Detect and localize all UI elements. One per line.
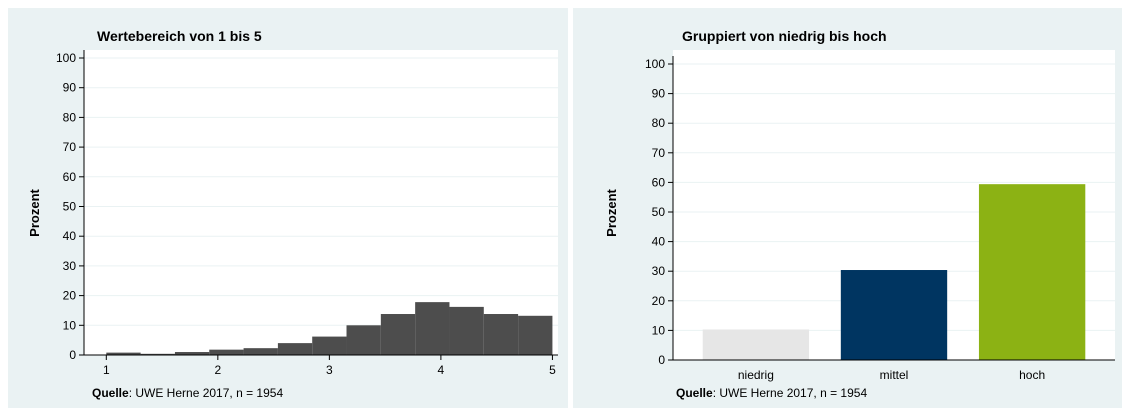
histogram-bar <box>209 349 244 355</box>
histogram-panel: Wertebereich von 1 bis 5 Prozent 0 10 20 30… <box>8 8 568 408</box>
y-axis-label: Prozent <box>27 188 42 236</box>
source-text: : UWE Herne 2017, n = 1954 <box>129 386 284 400</box>
y-tick-label: 0 <box>69 348 76 362</box>
y-tick-label: 80 <box>63 110 77 124</box>
y-tick-label: 70 <box>652 146 666 160</box>
source-label: Quelle <box>92 386 129 400</box>
y-tick-label: 10 <box>652 323 666 337</box>
y-tick-label: 40 <box>63 229 77 243</box>
histogram-bar <box>518 315 553 355</box>
y-tick-label: 20 <box>652 294 666 308</box>
x-tick-label: niedrig <box>738 368 774 382</box>
source-label: Quelle <box>676 386 713 400</box>
source-text: : UWE Herne 2017, n = 1954 <box>713 386 868 400</box>
y-tick-label: 30 <box>652 264 666 278</box>
y-tick-label: 90 <box>652 87 666 101</box>
bar-hoch <box>978 184 1086 360</box>
histogram-bar <box>140 353 175 355</box>
chart-title: Gruppiert von niedrig bis hoch <box>682 28 887 44</box>
plot-area <box>84 50 558 355</box>
x-tick-label: 3 <box>326 363 333 377</box>
y-tick-label: 10 <box>63 318 77 332</box>
y-tick-label: 50 <box>63 200 77 214</box>
x-tick-label: mittel <box>880 368 909 382</box>
source-note: Quelle: UWE Herne 2017, n = 1954 <box>676 386 867 400</box>
y-axis-label: Prozent <box>604 188 619 236</box>
x-tick-label: 2 <box>214 363 221 377</box>
y-tick-label: 60 <box>652 175 666 189</box>
histogram-chart: Wertebereich von 1 bis 5 Prozent 0 10 20 30… <box>27 28 558 400</box>
grouped-bar-chart: Gruppiert von niedrig bis hoch Prozent 0… <box>604 28 1115 400</box>
chart-title: Wertebereich von 1 bis 5 <box>97 28 262 44</box>
y-tick-label: 60 <box>63 170 77 184</box>
histogram-bar <box>346 325 381 355</box>
x-tick-label: hoch <box>1019 368 1045 382</box>
y-tick-label: 20 <box>63 289 77 303</box>
histogram-bar <box>174 352 210 355</box>
y-tick-label: 50 <box>652 205 666 219</box>
y-tick-label: 100 <box>645 57 665 71</box>
histogram-bar <box>312 336 347 355</box>
histogram-bar <box>483 314 519 355</box>
histogram-bar <box>380 314 416 355</box>
y-tick-label: 0 <box>658 353 665 367</box>
bar-mittel <box>840 270 948 360</box>
histogram-bar <box>449 306 484 355</box>
y-tick-label: 30 <box>63 259 77 273</box>
y-tick-label: 100 <box>56 51 76 65</box>
x-tick-label: 5 <box>549 363 556 377</box>
histogram-bar <box>277 343 313 355</box>
y-tick-label: 70 <box>63 140 77 154</box>
source-note: Quelle: UWE Herne 2017, n = 1954 <box>92 386 283 400</box>
histogram-bar <box>106 352 141 355</box>
bar-niedrig <box>702 329 810 360</box>
grouped-panel: Gruppiert von niedrig bis hoch Prozent 0… <box>573 8 1122 408</box>
y-tick-label: 40 <box>652 235 666 249</box>
histogram-bar <box>415 302 450 355</box>
y-tick-label: 90 <box>63 81 77 95</box>
x-tick-label: 4 <box>438 363 445 377</box>
histogram-bar <box>243 348 278 355</box>
x-tick-label: 1 <box>103 363 110 377</box>
y-tick-label: 80 <box>652 116 666 130</box>
